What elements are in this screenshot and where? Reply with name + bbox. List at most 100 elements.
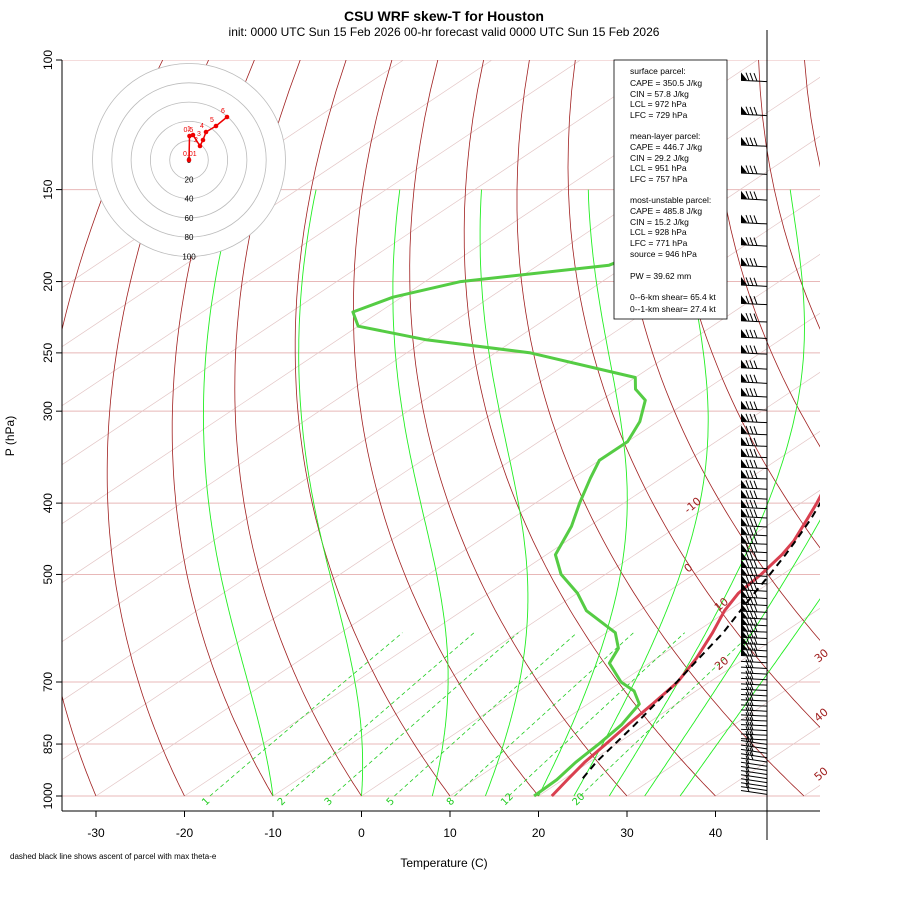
wind-barb-feather (749, 413, 754, 423)
wind-barb-feather (753, 165, 758, 175)
wind-barb-flag (741, 551, 747, 560)
wind-barb-staff (740, 757, 768, 763)
wind-barb-feather (749, 480, 754, 489)
wind-barb-flag (741, 499, 747, 508)
hodograph-point (213, 123, 219, 129)
wind-barb-staff (740, 770, 768, 776)
wind-barb-flag (741, 106, 747, 115)
wind-barb-feather (745, 733, 750, 742)
wind-barb-staff (740, 506, 768, 510)
isotherm-line (62, 253, 820, 761)
wind-barb-staff (740, 336, 768, 340)
wind-barb-feather (745, 670, 750, 679)
most-unstable-lfc: LFC = 771 hPa (630, 238, 688, 248)
wind-barb-flag (741, 567, 747, 576)
hodograph-point (197, 143, 203, 149)
wind-barb-feather (745, 726, 750, 735)
wind-barb-staff (740, 455, 768, 459)
wind-barb-feather (749, 470, 754, 479)
wind-barb-feather (749, 738, 754, 747)
wind-barb-staff (740, 744, 768, 750)
wind-barb-feather (745, 387, 750, 397)
wind-barb-flag (741, 469, 747, 478)
hodograph-point (190, 132, 196, 138)
wind-barb-feather (753, 582, 758, 591)
wind-barb-feather (745, 665, 750, 674)
wind-barb-staff (740, 497, 768, 500)
mixing-ratio-line (454, 632, 634, 797)
wind-barb-feather (749, 567, 754, 576)
wind-barb-staff (740, 699, 768, 702)
isotherm-line (62, 60, 581, 407)
x-tick-label: 10 (443, 826, 457, 840)
isotherm-label: 10 (712, 595, 731, 614)
wind-barb-feather (749, 448, 754, 458)
wind-barb-staff (740, 284, 768, 287)
wind-barb-flag (741, 236, 747, 245)
wind-barb-staff (740, 582, 768, 585)
isotherm-line (449, 548, 820, 797)
wind-barb-staff (740, 533, 768, 537)
wind-barb-feather (749, 707, 754, 716)
x-tick-label: 0 (358, 826, 365, 840)
x-tick-label: -10 (264, 826, 282, 840)
wind-barb-flag (741, 489, 747, 498)
wind-barb-staff (740, 550, 768, 554)
mixing-ratio-label: 20 (571, 791, 588, 808)
wind-barb-feather (749, 712, 754, 721)
wind-barb-feather (749, 518, 754, 527)
wind-barb-staff (740, 655, 768, 658)
mixing-ratio-label: 5 (385, 796, 397, 808)
isotherm-label: 50 (812, 765, 831, 784)
wind-barb-staff (740, 694, 768, 697)
wind-barb-flag (741, 72, 747, 81)
wind-barb-feather (749, 388, 754, 397)
isotherm-line (62, 135, 820, 643)
moist-adiabat-line (202, 189, 274, 797)
most-unstable-cin: CIN = 15.2 J/kg (630, 217, 689, 227)
wind-barb-feather (745, 543, 750, 552)
wind-barb-feather (749, 295, 754, 305)
wind-barb-feather (753, 360, 758, 369)
wind-barbs (740, 30, 768, 840)
wind-barb-feather (745, 691, 750, 701)
wind-barb-staff (740, 525, 768, 528)
wind-barb-feather (745, 746, 750, 756)
wind-barb-flag (741, 479, 747, 488)
wind-barb-staff (740, 558, 768, 562)
hodograph-ring-label: 40 (185, 195, 194, 204)
wind-barb-feather (745, 559, 750, 568)
wind-barb-feather (753, 535, 758, 544)
wind-barb-feather (745, 738, 750, 747)
wind-barb-feather (749, 659, 754, 668)
wind-barb-feather (745, 517, 750, 527)
wind-barb-staff (740, 113, 768, 117)
dry-adiabat-line (352, 60, 539, 797)
wind-barb-feather (753, 470, 758, 479)
wind-barb-feather (749, 374, 754, 383)
surface-lfc: LFC = 729 hPa (630, 110, 688, 120)
wind-barb-staff (740, 381, 768, 384)
dry-adiabat-line (896, 60, 900, 796)
wind-barb-feather (749, 681, 754, 691)
mixing-ratio-line (508, 632, 685, 797)
wind-barb-staff (740, 79, 768, 83)
wind-barb-feather (745, 716, 750, 726)
wind-barb-staff (740, 740, 768, 745)
surface-cin: CIN = 57.8 J/kg (630, 89, 689, 99)
wind-barb-staff (740, 704, 768, 707)
wind-barb-feather (749, 589, 754, 598)
x-tick-label: 30 (620, 826, 634, 840)
wind-barb-feather (745, 295, 750, 304)
wind-barb-feather (749, 702, 754, 711)
most-unstable-cape: CAPE = 485.8 J/kg (630, 206, 702, 216)
wind-barb-feather (753, 490, 758, 499)
dry-adiabat-line (665, 60, 820, 549)
mean-layer-lcl: LCL = 951 hPa (630, 163, 687, 173)
isotherm-line (184, 371, 820, 797)
wind-barb-feather (745, 647, 750, 657)
wind-barb-staff (740, 782, 768, 788)
wind-barb-feather (753, 374, 758, 384)
dry-adiabat-line (804, 60, 820, 168)
wind-barb-flag (741, 387, 747, 396)
